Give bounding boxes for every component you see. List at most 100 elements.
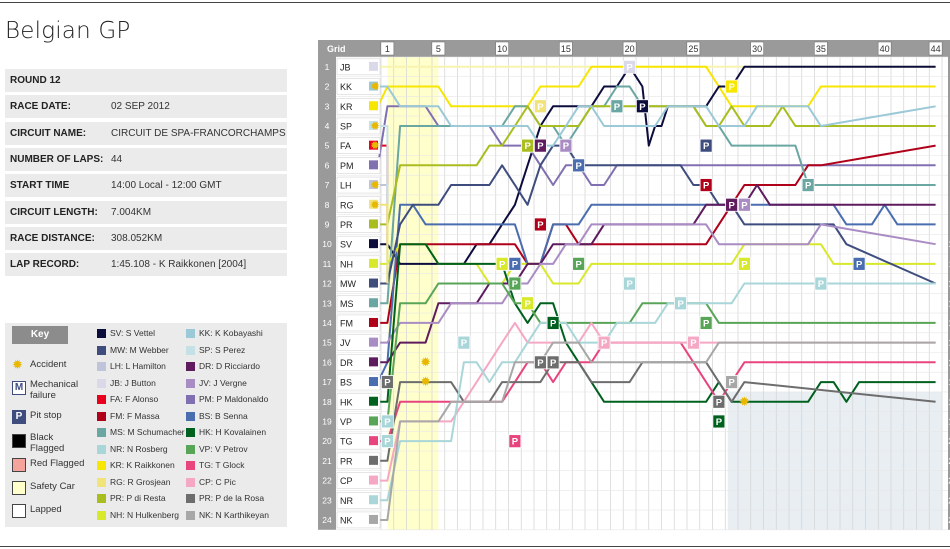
pit-stop-marker <box>712 394 726 409</box>
legend-label: NR: N Rosberg <box>110 443 168 454</box>
pit-stop-label: P <box>716 397 723 408</box>
legend-label: NH: N Hulkenberg <box>110 509 179 520</box>
pit-stop-icon: P <box>12 410 26 424</box>
grid-header-label: Grid <box>327 44 346 54</box>
position-number-left: 24 <box>322 515 332 525</box>
pit-stop-label: P <box>741 200 748 211</box>
grid-driver-box <box>336 98 381 115</box>
lap-tick-label: 5 <box>436 44 441 54</box>
pit-stop-label: P <box>626 279 633 290</box>
lap-tick-box <box>495 41 509 56</box>
grid-driver-box <box>336 216 381 233</box>
pit-stop-label: P <box>550 318 557 329</box>
grid-driver-code: RG <box>340 200 354 210</box>
legend-label: SV: S Vettel <box>110 328 156 338</box>
position-number-left: 14 <box>322 318 332 328</box>
legend-swatch <box>97 428 106 437</box>
legend-label: RG: R Grosjean <box>110 476 171 487</box>
lapped-icon <box>12 504 26 518</box>
lap-tick-box <box>814 41 828 56</box>
race-info-value: 02 SEP 2012 <box>111 101 170 113</box>
series-line-mw <box>378 144 937 285</box>
grid-driver-code: TG <box>340 437 353 447</box>
lap-tick-label: 40 <box>880 44 890 54</box>
pit-stop-label: P <box>856 259 863 270</box>
grid-driver-box <box>336 295 381 312</box>
grid-driver-code: FM <box>340 318 353 328</box>
grid-driver-box <box>336 472 381 489</box>
series-line-dr <box>378 184 936 364</box>
grid-driver-swatch <box>369 258 378 268</box>
pit-stop-marker <box>546 316 560 330</box>
series-line-hk <box>378 243 936 403</box>
lap-tick-label: 44 <box>931 44 941 54</box>
grid-driver-swatch <box>369 436 378 446</box>
position-number-left: 10 <box>322 239 332 249</box>
series-line-vp <box>378 282 936 423</box>
grid-driver-box <box>336 255 381 273</box>
grid-driver-swatch <box>369 396 378 406</box>
race-info-label: CIRCUIT NAME: <box>10 127 87 139</box>
pit-stop-marker <box>674 296 688 311</box>
grid-driver-swatch <box>369 475 378 485</box>
grid-driver-swatch <box>369 298 378 308</box>
legend-label: NK: N Karthikeyan <box>199 509 269 520</box>
pit-stop-marker <box>533 355 547 370</box>
pit-stop-marker <box>699 138 713 153</box>
legend-swatch <box>97 477 106 487</box>
pit-stop-label: P <box>805 181 812 192</box>
series-line-pr <box>378 105 936 226</box>
pit-stop-marker <box>623 59 637 74</box>
legend-label: CP: C Pic <box>199 476 236 487</box>
accident-icon: ✹ <box>420 354 431 369</box>
race-info-row: RACE DATE: 02 SEP 2012 <box>5 95 287 119</box>
key-label: Red Flagged <box>30 458 85 469</box>
grid-driver-code: PM <box>340 161 354 171</box>
legend-swatch <box>186 395 195 404</box>
grid-driver-code: FA <box>340 141 351 151</box>
accident-icon: ✹ <box>12 357 23 372</box>
pit-stop-label: P <box>601 338 608 349</box>
grid-driver-swatch <box>369 160 378 170</box>
lap-header-bar <box>318 40 950 57</box>
bottom-rule <box>0 546 950 547</box>
grid-driver-box <box>336 334 381 351</box>
series-line-pr2 <box>378 361 936 462</box>
grid-driver-box <box>336 176 381 194</box>
grid-driver-code: KR <box>340 102 353 112</box>
pit-stop-marker <box>521 296 535 311</box>
position-number-left: 23 <box>322 495 332 505</box>
grid-driver-code: JB <box>340 62 351 72</box>
legend-label: MS: M Schumacher <box>110 427 185 437</box>
series-line-ms <box>378 85 936 305</box>
pit-stop-marker <box>725 79 739 94</box>
key-label: Accident <box>30 359 67 370</box>
position-number-left: 3 <box>325 101 330 111</box>
top-rule <box>0 2 950 3</box>
grid-driver-swatch <box>369 278 378 288</box>
series-line-kr <box>377 65 936 108</box>
lap-tick-box <box>622 41 637 56</box>
pit-stop-marker <box>533 99 547 114</box>
grid-driver-code: JV <box>340 338 351 348</box>
grid-driver-box <box>336 432 381 450</box>
pit-stop-marker <box>712 414 726 429</box>
legend-swatch <box>186 477 195 487</box>
pit-stop-marker <box>533 217 547 232</box>
grid-driver-swatch <box>369 416 378 426</box>
safety-car-zone <box>387 57 439 530</box>
pit-stop-label: P <box>639 102 646 113</box>
legend-label: KK: K Kobayashi <box>199 328 263 338</box>
position-number-left: 22 <box>322 476 332 486</box>
position-number-left: 7 <box>325 180 330 190</box>
key-label: Black Flagged <box>30 432 65 454</box>
grid-driver-box <box>336 78 381 95</box>
position-number-left: 6 <box>325 160 330 170</box>
pit-stop-marker <box>623 276 637 291</box>
position-number-left: 16 <box>322 357 332 367</box>
key-panel: Key ✹ Accident M Mechanical failure P Pit sto… <box>5 323 287 527</box>
grid-driver-swatch <box>369 455 378 465</box>
race-info-value: 1:45.108 - K Raikkonen [2004] <box>111 259 247 271</box>
pit-stop-marker <box>508 276 522 291</box>
position-number-left: 20 <box>322 436 332 446</box>
